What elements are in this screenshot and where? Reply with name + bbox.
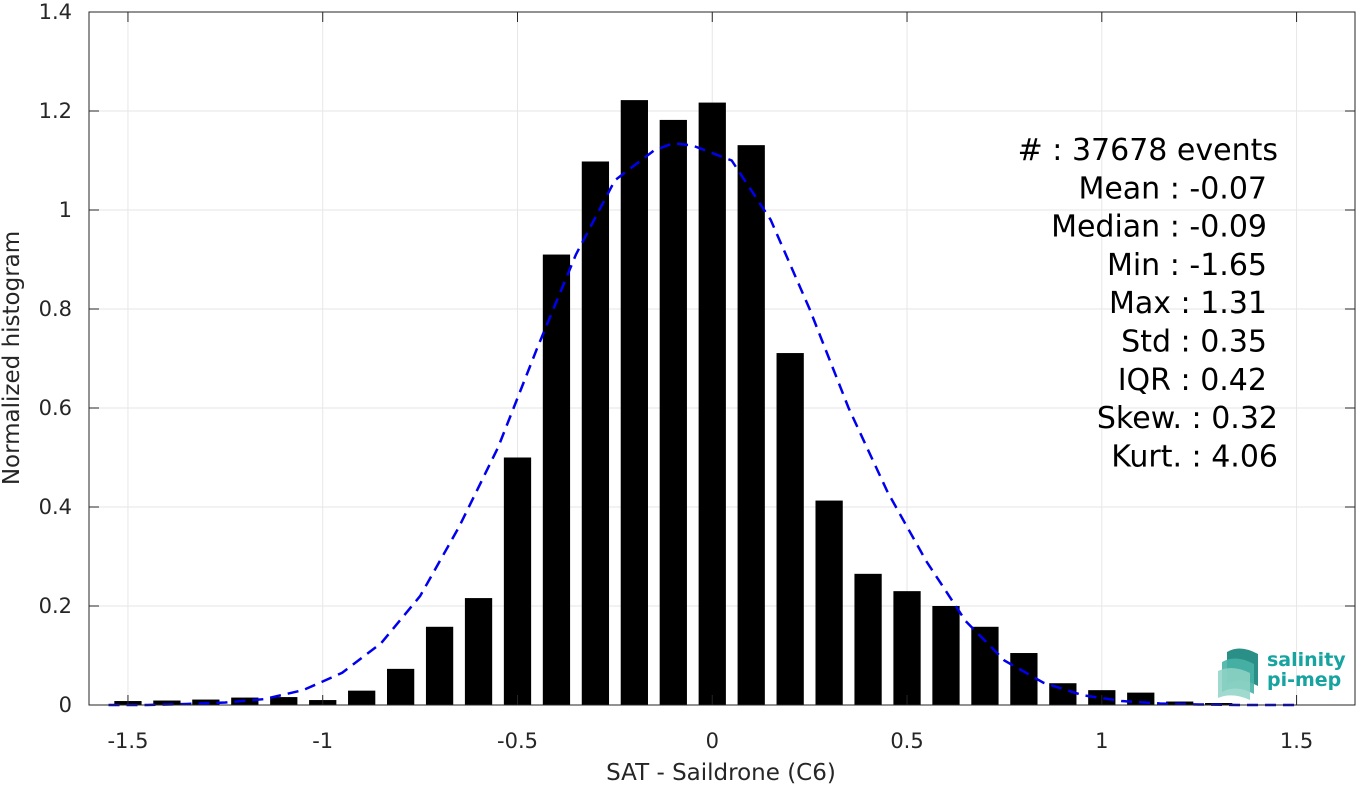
histogram-bar <box>270 697 298 705</box>
logo-waves-icon <box>1218 648 1258 700</box>
histogram-bar <box>464 598 493 705</box>
histogram-bar <box>854 573 882 705</box>
histogram-bar <box>932 606 960 705</box>
x-tick-labels: -1.5 -1 -0.5 0 0.5 1 1.5 <box>107 729 1313 753</box>
fit-curve-group <box>108 141 1297 707</box>
histogram-bar <box>698 102 726 705</box>
x-tick-label: 0 <box>706 729 719 753</box>
histogram-bar <box>893 591 921 705</box>
logo-line1: salinity <box>1267 649 1346 671</box>
histogram-bar <box>776 353 804 705</box>
x-tick-label: 1.5 <box>1280 729 1313 753</box>
logo-line2: pi-mep <box>1267 669 1341 691</box>
y-tick-label: 0.2 <box>39 594 72 618</box>
histogram-bar <box>425 626 454 705</box>
x-axis-label: SAT - Saildrone (C6) <box>606 760 836 785</box>
y-tick-labels: 0 0.2 0.4 0.6 0.8 1 1.2 1.4 <box>39 0 72 717</box>
stats-line: Kurt. : 4.06 <box>1111 439 1278 474</box>
histogram-bar <box>348 690 376 705</box>
histogram-bar <box>1049 683 1077 705</box>
histogram-bar <box>659 119 687 705</box>
salinity-pi-mep-logo: salinity pi-mep <box>1218 648 1346 700</box>
stats-line: Max : 1.31 <box>1109 286 1267 321</box>
y-tick-label: 0.4 <box>39 495 72 519</box>
histogram-bar <box>815 500 843 705</box>
histogram-bar <box>542 254 571 706</box>
axes-box <box>88 11 1356 706</box>
stats-line: Mean : -0.07 <box>1078 171 1267 206</box>
y-axis-label: Normalized histogram <box>0 231 25 485</box>
y-tick-label: 0.6 <box>39 396 72 420</box>
histogram-bar <box>620 100 648 706</box>
y-tick-label: 1 <box>59 198 72 222</box>
x-tick-label: 0.5 <box>890 729 923 753</box>
histogram-bar <box>1010 653 1038 705</box>
x-tick-label: -0.5 <box>497 729 538 753</box>
x-tick-label: -1 <box>312 729 333 753</box>
y-tick-label: 1.2 <box>39 99 72 123</box>
histogram-bar <box>503 457 532 705</box>
stats-line: Std : 0.35 <box>1121 325 1267 360</box>
histogram-bar <box>386 668 415 705</box>
stats-line: Min : -1.65 <box>1107 248 1267 283</box>
histogram-bar <box>153 700 181 705</box>
histogram-bar <box>581 161 610 706</box>
histogram-bar <box>971 626 999 705</box>
stats-line: # : 37678 events <box>1018 133 1278 168</box>
y-tick-label: 1.4 <box>39 0 72 24</box>
axes-frame <box>88 11 1356 706</box>
histogram-bar <box>737 145 765 705</box>
fit-curve-line <box>108 141 1297 707</box>
histogram-bars <box>114 100 1233 706</box>
stats-line: IQR : 0.42 <box>1118 363 1267 398</box>
y-tick-label: 0.8 <box>39 297 72 321</box>
x-tick-label: -1.5 <box>107 729 148 753</box>
x-tick-label: 1 <box>1095 729 1108 753</box>
stats-line: Median : -0.09 <box>1051 210 1267 245</box>
y-tick-label: 0 <box>59 693 72 717</box>
stats-line: Skew. : 0.32 <box>1097 401 1278 436</box>
